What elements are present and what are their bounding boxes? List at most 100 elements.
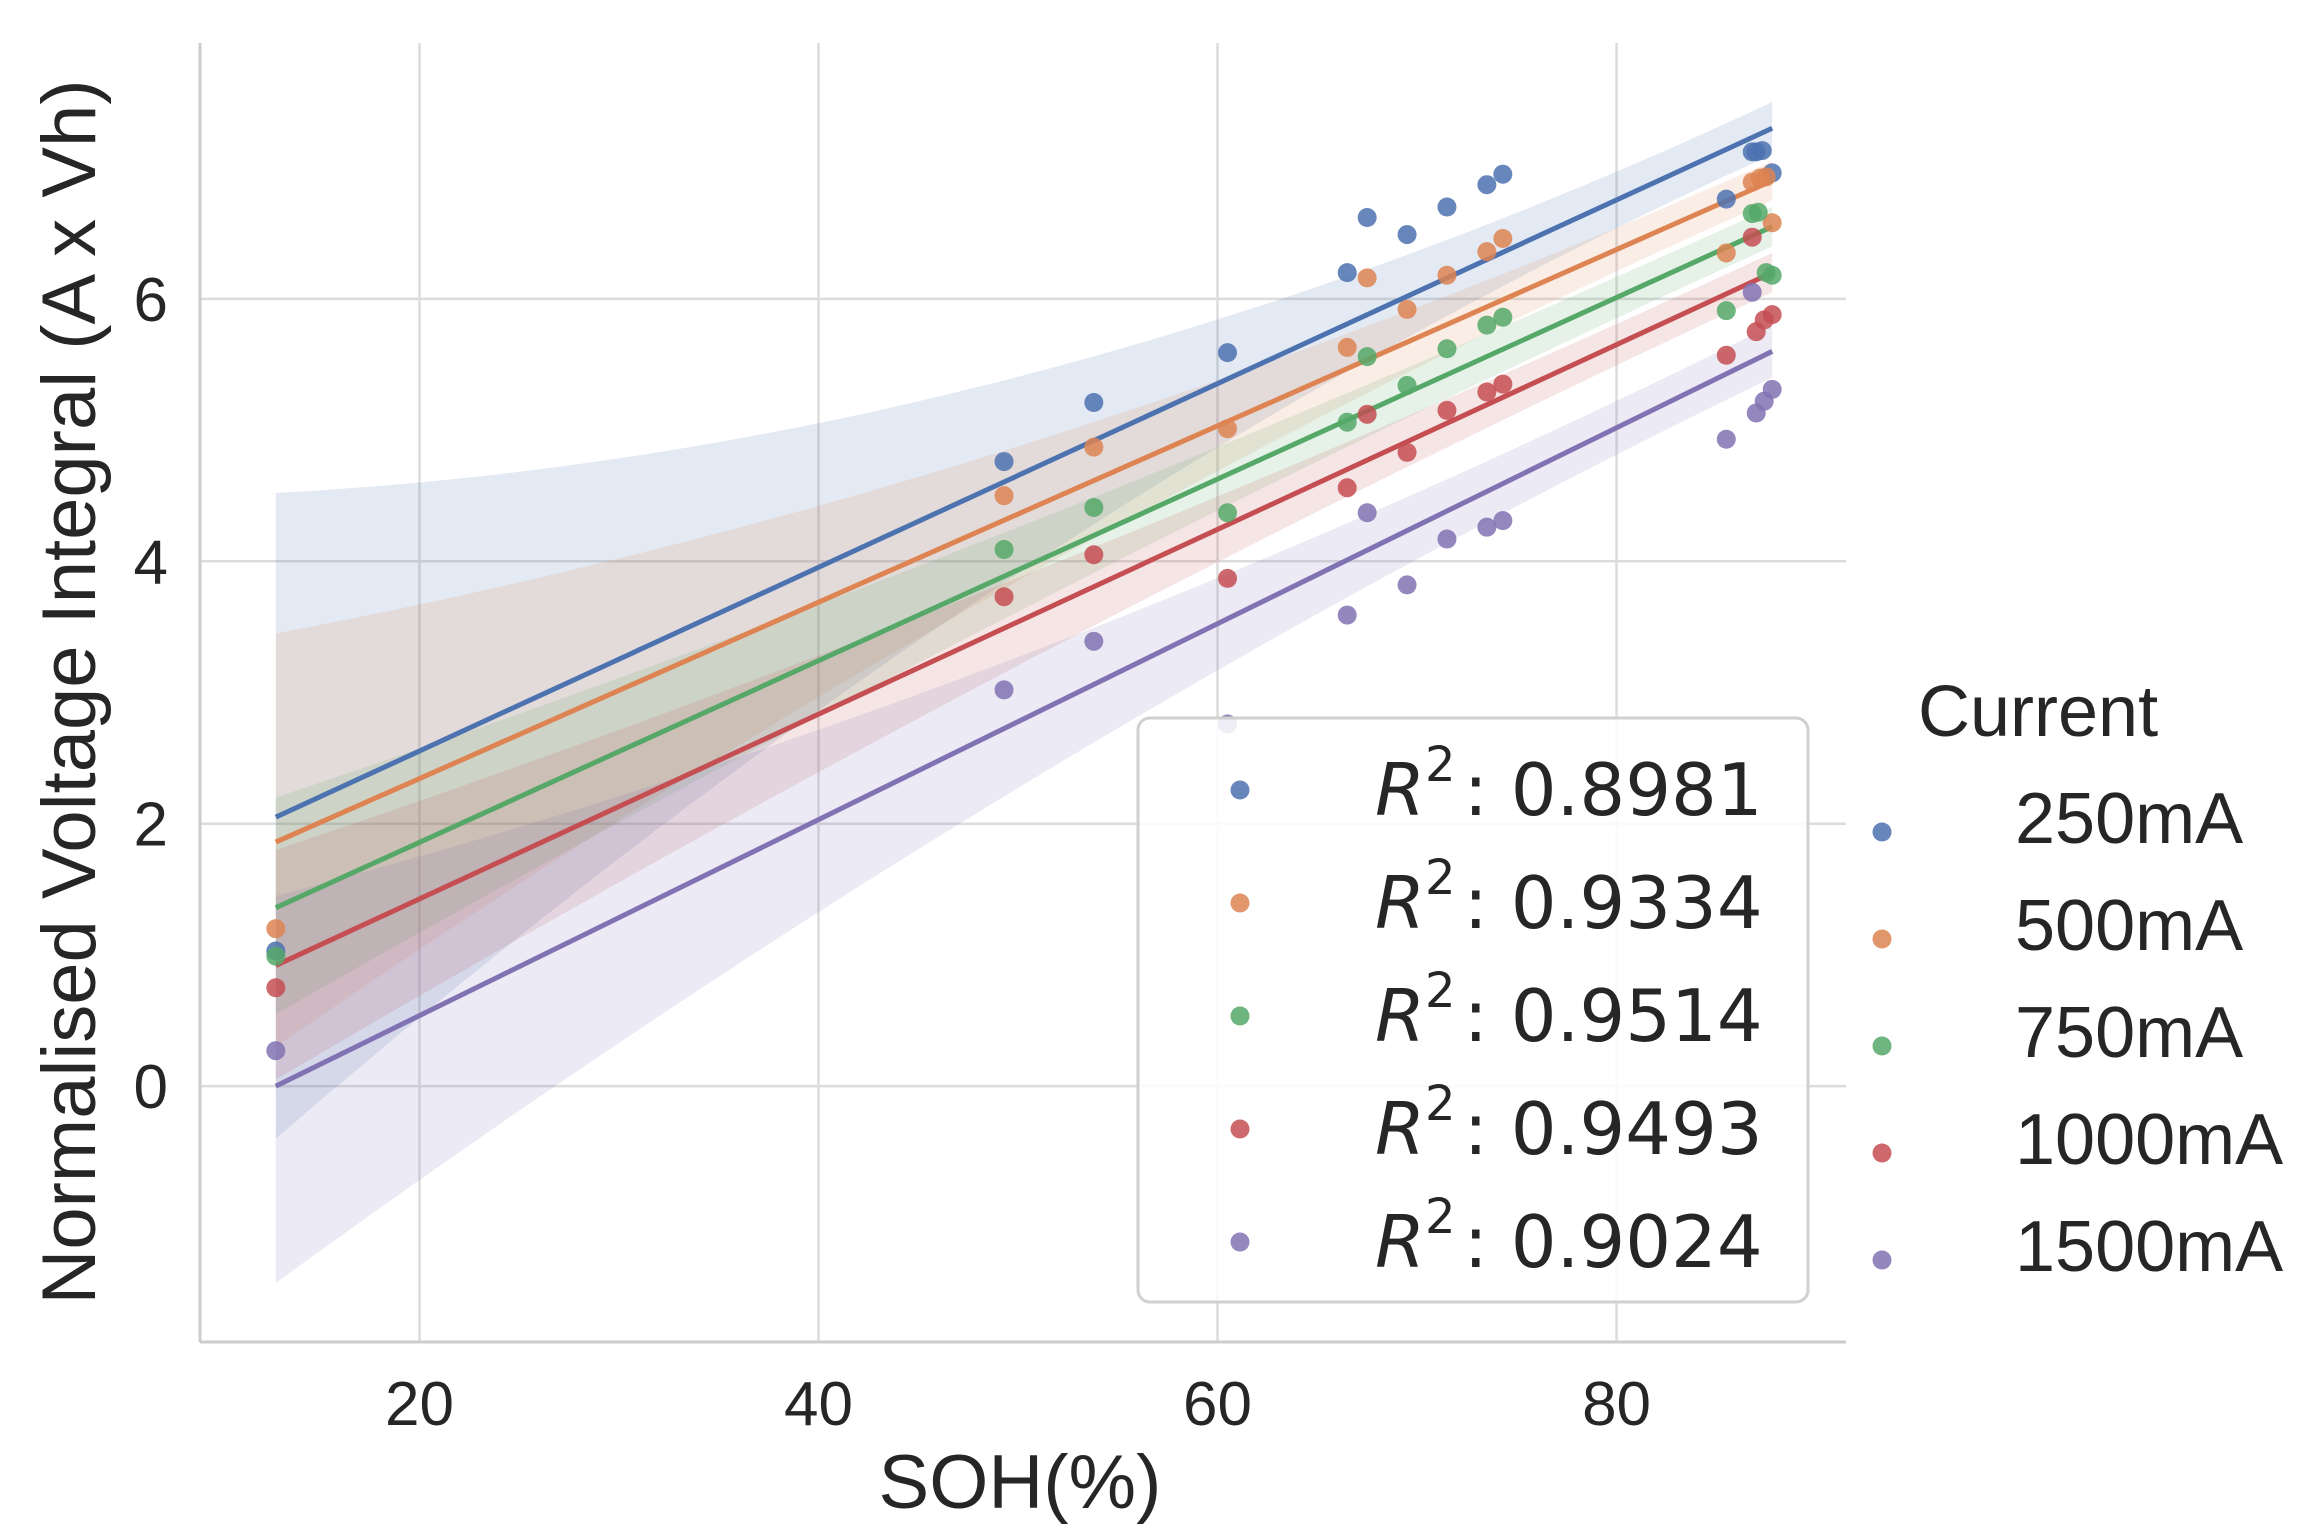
r2-value: : 0.9514: [1464, 974, 1763, 1058]
current-legend-marker: [1872, 1143, 1892, 1163]
r2-exponent: 2: [1425, 1076, 1456, 1132]
data-point: [266, 919, 286, 939]
r2-legend-marker: [1230, 780, 1250, 800]
data-point: [1477, 175, 1497, 195]
current-legend-label: 500mA: [2015, 886, 2243, 966]
r2-symbol: R: [1375, 974, 1425, 1058]
data-point: [1437, 197, 1457, 217]
data-point: [1337, 263, 1357, 283]
r2-legend-marker: [1230, 1232, 1250, 1252]
r2-legend-label: R2: 0.9493: [1375, 1076, 1763, 1171]
x-tick-label: 60: [1183, 1370, 1252, 1439]
fit-line-500mA: [274, 178, 1774, 845]
axis-spines: [198, 43, 1846, 1344]
data-point: [1397, 225, 1417, 245]
data-point: [1084, 497, 1104, 517]
data-point: [1084, 393, 1104, 413]
data-point: [994, 680, 1014, 700]
x-axis-title: SOH(%): [879, 1440, 1162, 1525]
fit-line-250mA: [274, 126, 1774, 820]
regression-lines: [274, 126, 1774, 1089]
y-tick-label: 0: [134, 1053, 168, 1122]
data-point: [1437, 265, 1457, 285]
r2-symbol: R: [1375, 1087, 1425, 1171]
data-point: [1762, 305, 1782, 325]
data-point: [1477, 382, 1497, 402]
data-point: [1337, 605, 1357, 625]
data-point: [994, 452, 1014, 472]
x-tick-label: 40: [784, 1370, 853, 1439]
fit-line-1500mA: [274, 349, 1774, 1089]
confidence-bands: [275, 102, 1773, 1283]
data-point: [1716, 189, 1736, 209]
data-point: [1716, 301, 1736, 321]
data-point: [1752, 141, 1772, 161]
x-tick-label: 20: [385, 1370, 454, 1439]
r2-legend-label: R2: 0.9514: [1375, 963, 1763, 1058]
data-point: [1477, 517, 1497, 537]
data-point: [1084, 545, 1104, 565]
data-point: [1493, 307, 1513, 327]
r2-exponent: 2: [1425, 963, 1456, 1019]
r2-exponent: 2: [1425, 850, 1456, 906]
data-point: [1357, 404, 1377, 424]
data-point: [1084, 437, 1104, 457]
data-point: [1357, 347, 1377, 367]
r2-legend-frame: [1136, 716, 1810, 1304]
confidence-band-1000mA: [275, 252, 1773, 1080]
current-legend: Current 250mA 500mA 750mA 1000mA 1500mA: [1872, 672, 2283, 1287]
fit-line-750mA: [274, 224, 1774, 910]
confidence-band-250mA: [275, 102, 1773, 1139]
data-point: [1337, 412, 1357, 432]
current-legend-label: 1500mA: [2015, 1207, 2283, 1287]
data-point: [1218, 568, 1238, 588]
r2-legend-label: R2: 0.9024: [1375, 1189, 1763, 1284]
y-axis-title: Normalised Voltage Integral (A x Vh): [27, 79, 112, 1304]
data-point: [1437, 339, 1457, 359]
data-point: [1397, 299, 1417, 319]
current-legend-title: Current: [1918, 672, 2158, 752]
data-point: [1337, 337, 1357, 357]
confidence-band-500mA: [275, 161, 1773, 1047]
current-legend-marker: [1872, 1250, 1892, 1270]
r2-symbol: R: [1375, 1200, 1425, 1284]
data-point: [1742, 282, 1762, 302]
y-tick-label: 6: [134, 266, 168, 335]
r2-symbol: R: [1375, 748, 1425, 832]
r2-legend-marker: [1230, 1119, 1250, 1139]
data-point: [266, 978, 286, 998]
r2-legend-marker: [1230, 893, 1250, 913]
data-point: [1493, 164, 1513, 184]
current-legend-label: 1000mA: [2015, 1100, 2283, 1180]
data-point: [1493, 511, 1513, 531]
current-legend-marker: [1872, 1036, 1892, 1056]
data-point: [1762, 213, 1782, 233]
current-legend-marker: [1872, 929, 1892, 949]
r2-symbol: R: [1375, 861, 1425, 945]
data-point: [1218, 419, 1238, 439]
r2-value: : 0.9493: [1464, 1087, 1763, 1171]
data-point: [1357, 503, 1377, 523]
y-tick-label: 2: [134, 791, 168, 860]
r2-value: : 0.9334: [1464, 861, 1763, 945]
data-point: [1742, 227, 1762, 247]
data-point: [1716, 429, 1736, 449]
data-point: [1437, 400, 1457, 420]
x-tick-label: 80: [1582, 1370, 1651, 1439]
current-legend-label: 750mA: [2015, 993, 2243, 1073]
data-point: [994, 486, 1014, 506]
data-point: [1337, 478, 1357, 498]
x-tick-labels: 20 40 60 80: [385, 1370, 1651, 1439]
data-point: [994, 587, 1014, 607]
data-point: [1716, 345, 1736, 365]
data-point: [1756, 167, 1776, 187]
current-legend-marker: [1872, 822, 1892, 842]
r2-legend-label: R2: 0.9334: [1375, 850, 1763, 945]
data-point: [1084, 631, 1104, 651]
data-point: [1762, 265, 1782, 285]
y-tick-labels: 0 2 4 6: [134, 266, 168, 1122]
data-point: [1357, 268, 1377, 288]
data-point: [994, 539, 1014, 559]
data-point: [1218, 343, 1238, 363]
